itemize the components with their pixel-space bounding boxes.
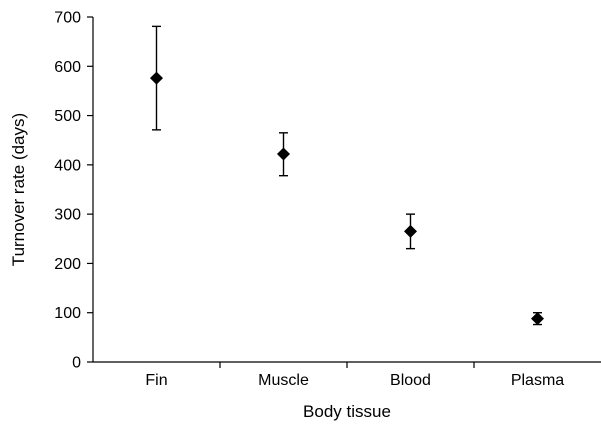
y-ticks: 0 100 200 300 400 500 600 700 <box>54 10 93 372</box>
data-series <box>150 25 544 326</box>
diamond-marker <box>277 147 290 161</box>
y-tick-label: 400 <box>54 157 81 174</box>
y-tick-label: 700 <box>54 10 81 27</box>
data-point <box>404 213 417 250</box>
y-tick-label: 200 <box>54 256 81 273</box>
x-axis-title: Body tissue <box>303 402 391 421</box>
y-axis-title: Turnover rate (days) <box>9 113 28 266</box>
x-tick-label: Blood <box>390 372 431 389</box>
y-tick-label: 600 <box>54 59 81 76</box>
y-tick-label: 300 <box>54 207 81 224</box>
diamond-marker <box>531 312 544 326</box>
y-tick-label: 0 <box>72 355 81 372</box>
data-point <box>277 132 290 177</box>
data-point <box>531 312 544 326</box>
y-tick-label: 100 <box>54 305 81 322</box>
x-tick-label: Plasma <box>511 372 564 389</box>
data-point <box>150 25 163 131</box>
x-ticks: Fin Muscle Blood Plasma <box>145 362 564 389</box>
axes <box>92 17 601 363</box>
x-tick-label: Fin <box>145 372 167 389</box>
diamond-marker <box>404 224 417 238</box>
y-tick-label: 500 <box>54 108 81 125</box>
x-tick-label: Muscle <box>258 372 309 389</box>
diamond-marker <box>150 71 163 85</box>
